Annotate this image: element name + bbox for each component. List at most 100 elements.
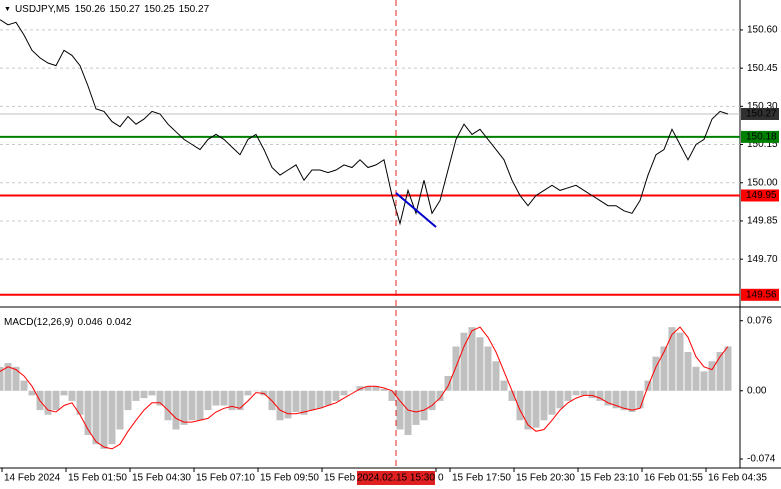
- level-label: 149.56: [746, 289, 777, 300]
- x-tick-label: 15 Feb: [324, 473, 356, 484]
- histogram-bar: [316, 390, 324, 409]
- histogram-bar: [508, 390, 516, 401]
- histogram-bar: [628, 390, 636, 412]
- histogram-bar: [484, 346, 492, 391]
- histogram-bar: [276, 390, 284, 421]
- histogram-bar: [340, 390, 348, 396]
- histogram-bar: [332, 390, 340, 401]
- level-label-box: [741, 130, 779, 143]
- histogram-bar: [620, 390, 628, 411]
- last-price-box: [741, 107, 779, 120]
- cursor-label: 2024.02.15 15:30: [357, 473, 435, 484]
- histogram-bar: [444, 376, 452, 391]
- histogram-bar: [4, 363, 12, 391]
- indicator-header: MACD(12,26,9) 0.046 0.042: [4, 317, 132, 328]
- histogram-bar: [708, 361, 716, 391]
- histogram-bar: [500, 380, 508, 391]
- histogram-bar: [388, 390, 396, 401]
- histogram-bar: [716, 352, 724, 391]
- histogram-bar: [292, 390, 300, 412]
- level-label-box: [741, 288, 779, 301]
- histogram-bar: [188, 390, 196, 421]
- histogram-bar: [580, 390, 588, 396]
- x-tick-label: 16 Feb 04:35: [708, 473, 767, 484]
- chart-title: USDJPY,M5: [15, 4, 70, 15]
- quote-close: 150.27: [179, 4, 210, 15]
- level-label: 150.18: [746, 132, 777, 143]
- histogram-bar: [492, 361, 500, 391]
- x-tick-label: 15 Feb 17:50: [452, 473, 511, 484]
- signal-line: [0, 326, 729, 450]
- histogram-bar: [700, 371, 708, 391]
- histogram-bar: [436, 390, 444, 401]
- histogram-bar: [164, 390, 172, 421]
- histogram-bar: [244, 390, 252, 396]
- y-tick-label: 0.076: [747, 315, 772, 326]
- histogram-bar: [284, 390, 292, 419]
- x-tick-label: 15 Feb 23:10: [580, 473, 639, 484]
- x-tick-label: 15 Feb 20:30: [516, 473, 575, 484]
- histogram-bar: [564, 390, 572, 401]
- histogram-bar: [324, 390, 332, 406]
- last-price-label: 150.27: [746, 109, 777, 120]
- histogram-bar: [372, 386, 380, 391]
- x-tick-label: 16 Feb 01:55: [644, 473, 703, 484]
- y-tick-label: 150.60: [747, 25, 778, 36]
- trend-line: [395, 192, 437, 228]
- price-line: [0, 19, 729, 226]
- histogram-bar: [460, 332, 468, 391]
- histogram-bar: [572, 390, 580, 396]
- quote-high: 150.27: [109, 4, 140, 15]
- y-tick-label: 150.15: [747, 139, 778, 150]
- histogram-bar: [308, 390, 316, 411]
- histogram-bar: [668, 327, 676, 391]
- x-tick-label: 15 Feb 09:50: [260, 473, 319, 484]
- level-label-box: [741, 189, 779, 202]
- histogram-bar: [684, 352, 692, 391]
- histogram-bar: [516, 390, 524, 421]
- histogram-bar: [252, 390, 260, 392]
- histogram-bar: [196, 390, 204, 421]
- histogram-bar: [212, 390, 220, 406]
- histogram-bar: [124, 390, 132, 411]
- y-tick-label: 150.45: [747, 63, 778, 74]
- histogram-bar: [660, 346, 668, 391]
- histogram-bar: [604, 390, 612, 406]
- x-tick-label: 15 Feb 01:50: [68, 473, 127, 484]
- histogram-bar: [692, 366, 700, 391]
- histogram-bar: [468, 327, 476, 391]
- histogram-bar: [100, 390, 108, 449]
- histogram-bar: [540, 390, 548, 421]
- histogram-bar: [60, 390, 68, 396]
- histogram-bar: [596, 390, 604, 401]
- y-tick-label: 150.30: [747, 101, 778, 112]
- histogram-bar: [556, 390, 564, 409]
- histogram-bar: [228, 390, 236, 411]
- histogram-bar: [548, 390, 556, 415]
- histogram-bar: [364, 386, 372, 391]
- macd-readout: 0.046: [77, 317, 102, 328]
- histogram-bar: [116, 390, 124, 430]
- histogram-bar: [132, 390, 140, 401]
- histogram-bar: [348, 390, 356, 392]
- histogram-bar: [172, 390, 180, 430]
- level-label: 149.95: [746, 190, 777, 201]
- histogram-bar: [524, 390, 532, 430]
- indicator-title: MACD(12,26,9): [4, 317, 73, 328]
- histogram-bar: [532, 390, 540, 428]
- x-tick-label: 15 Feb 07:10: [196, 473, 255, 484]
- y-tick-label: 149.70: [747, 254, 778, 265]
- histogram-bar: [396, 390, 404, 430]
- histogram-bar: [652, 356, 660, 391]
- histogram-bar: [68, 390, 76, 401]
- x-tick-label: 15 Feb 04:30: [132, 473, 191, 484]
- histogram-bar: [380, 388, 388, 391]
- histogram-bar: [588, 390, 596, 399]
- histogram-bar: [420, 390, 428, 421]
- quote-low: 150.25: [144, 4, 175, 15]
- histogram-bar: [412, 390, 420, 425]
- quote-open: 150.26: [75, 4, 106, 15]
- histogram-bar: [204, 390, 212, 411]
